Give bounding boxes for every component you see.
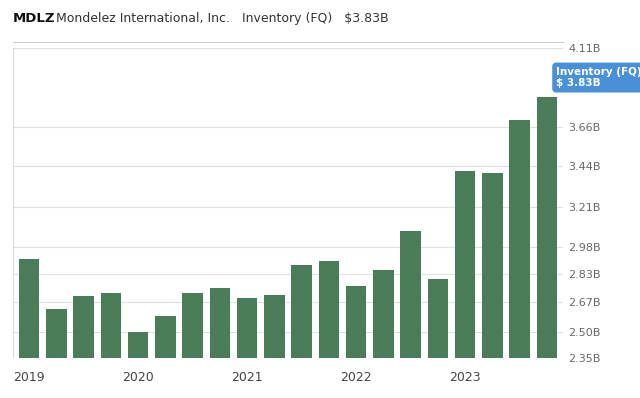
Bar [210, 288, 230, 398]
Bar [264, 295, 285, 398]
Bar [373, 270, 394, 398]
Text: MDLZ: MDLZ [13, 12, 55, 25]
Text: 2019: 2019 [13, 371, 45, 384]
Bar [401, 231, 421, 398]
Bar [482, 173, 502, 398]
Bar [509, 120, 530, 398]
Bar [536, 97, 557, 398]
Bar [455, 171, 476, 398]
Bar [319, 261, 339, 398]
Bar [74, 297, 94, 398]
Text: 2023: 2023 [449, 371, 481, 384]
Bar [100, 293, 121, 398]
Text: Inventory (FQ)
$ 3.83B: Inventory (FQ) $ 3.83B [556, 67, 640, 88]
Bar [346, 286, 366, 398]
Text: 2020: 2020 [122, 371, 154, 384]
Text: Mondelez International, Inc.   Inventory (FQ)   $3.83B: Mondelez International, Inc. Inventory (… [48, 12, 388, 25]
Bar [155, 316, 175, 398]
Bar [19, 259, 40, 398]
Bar [128, 332, 148, 398]
Text: 2022: 2022 [340, 371, 372, 384]
Bar [46, 309, 67, 398]
Bar [428, 279, 448, 398]
Bar [237, 298, 257, 398]
Bar [182, 293, 203, 398]
Bar [291, 265, 312, 398]
Text: 2021: 2021 [231, 371, 263, 384]
